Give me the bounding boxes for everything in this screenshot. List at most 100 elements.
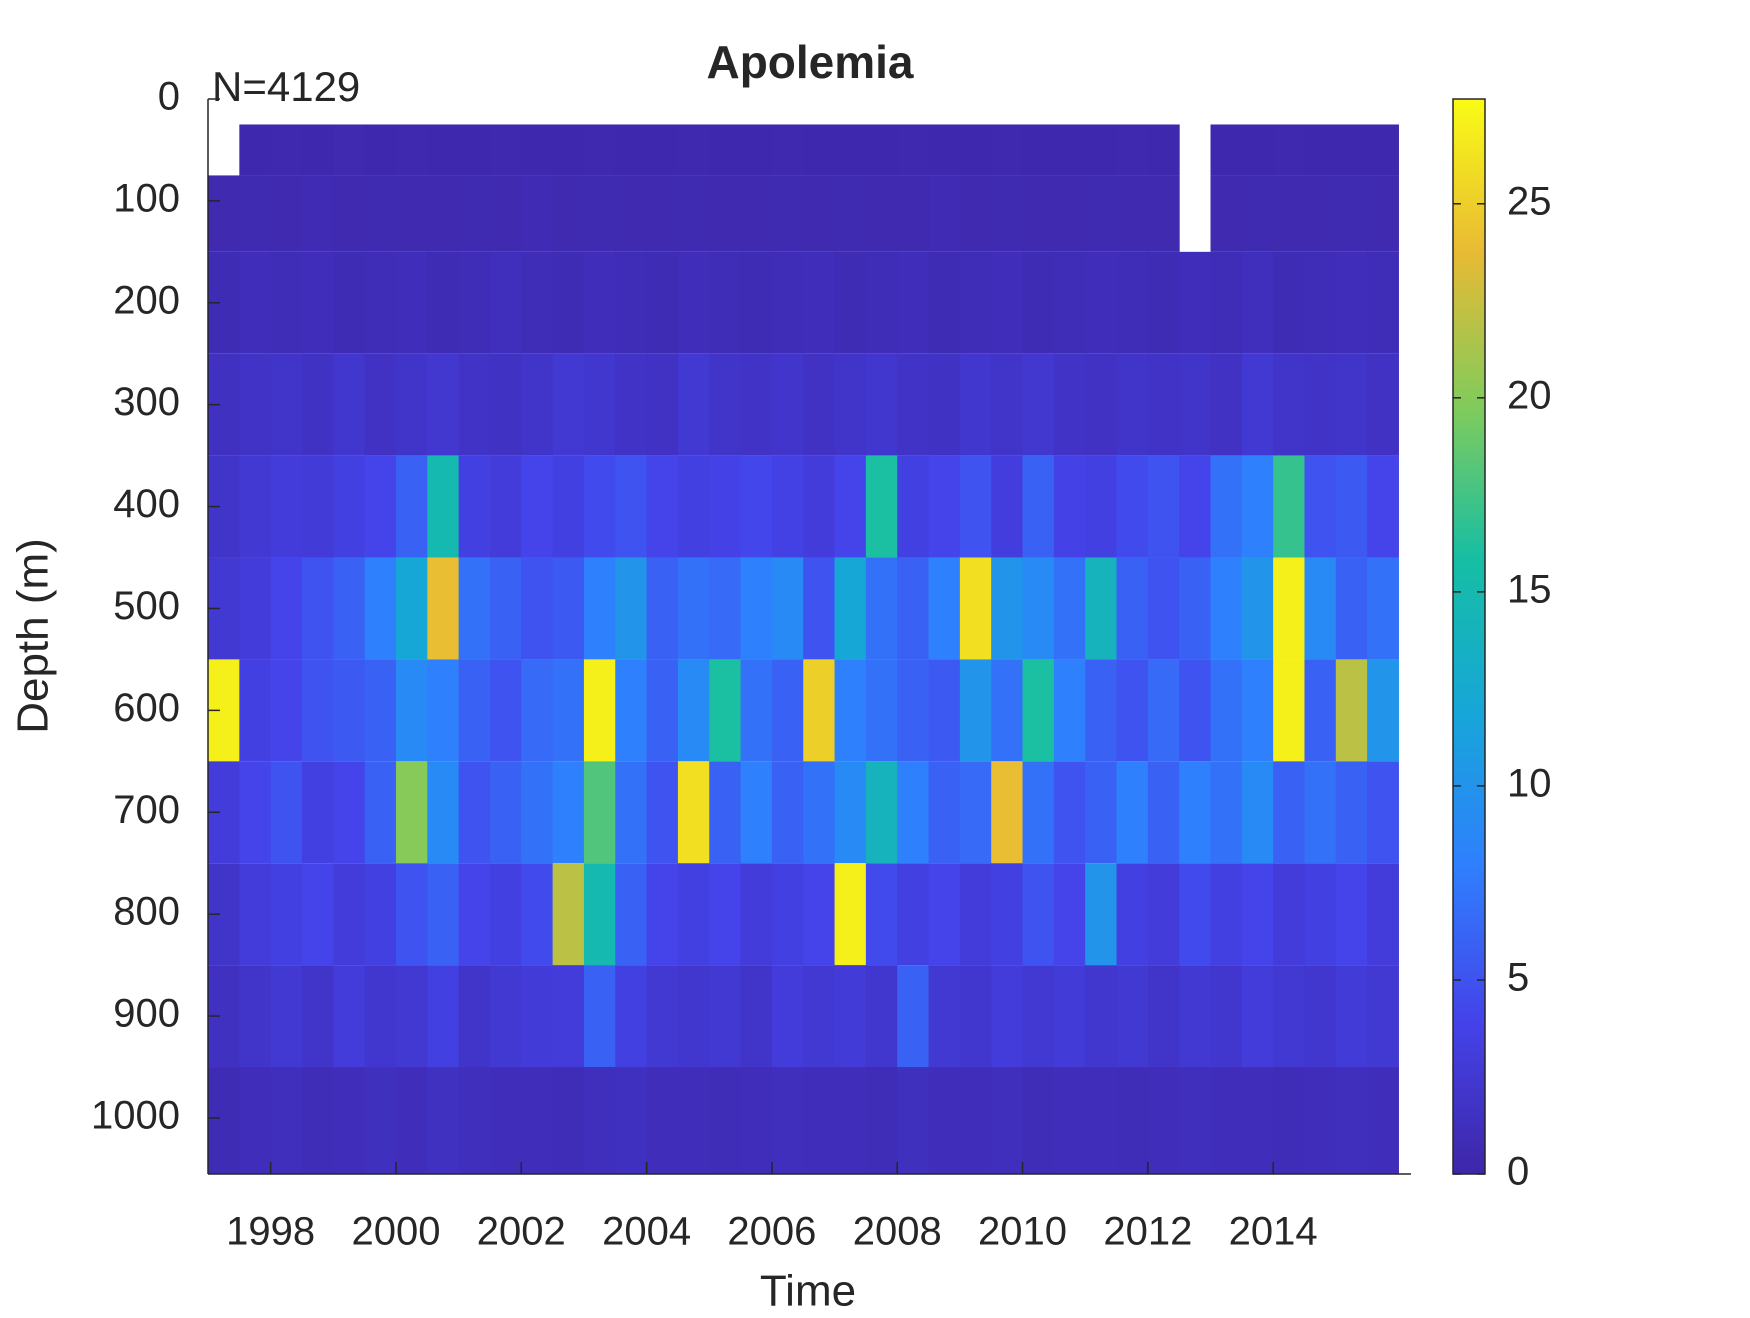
heatmap-cell bbox=[959, 124, 992, 176]
heatmap-cell bbox=[1085, 175, 1118, 252]
heatmap-cell bbox=[239, 251, 272, 354]
heatmap-cell bbox=[1210, 863, 1243, 966]
heatmap-cell bbox=[552, 659, 585, 762]
heatmap-cell bbox=[771, 863, 804, 966]
heatmap-cell bbox=[301, 761, 334, 864]
heatmap-cell bbox=[677, 124, 710, 176]
heatmap-cell bbox=[1147, 659, 1180, 762]
heatmap-cell bbox=[1116, 353, 1149, 456]
heatmap-cell bbox=[427, 124, 460, 176]
colorbar-tick-label: 20 bbox=[1507, 373, 1552, 417]
heatmap-cell bbox=[991, 251, 1024, 354]
heatmap-cell bbox=[395, 863, 428, 966]
heatmap-cell bbox=[427, 965, 460, 1068]
x-tick-label: 2010 bbox=[978, 1210, 1067, 1254]
heatmap-cell bbox=[1273, 557, 1305, 660]
heatmap-cell bbox=[1273, 863, 1305, 966]
heatmap-cell bbox=[740, 863, 773, 966]
heatmap-cell bbox=[1022, 455, 1055, 558]
heatmap-cell bbox=[1335, 175, 1368, 252]
heatmap-cell bbox=[1335, 353, 1368, 456]
heatmap-cell bbox=[709, 1067, 742, 1174]
heatmap-cell bbox=[897, 761, 930, 864]
heatmap-cell bbox=[1147, 965, 1180, 1068]
heatmap-cell bbox=[1367, 124, 1399, 176]
heatmap-cell bbox=[803, 659, 836, 762]
heatmap-cell bbox=[333, 455, 366, 558]
heatmap-cell bbox=[364, 761, 397, 864]
heatmap-cell bbox=[865, 659, 898, 762]
heatmap-cell bbox=[395, 557, 428, 660]
heatmap-cells bbox=[208, 124, 1399, 1174]
heatmap-cell bbox=[521, 251, 554, 354]
heatmap-cell bbox=[1273, 1067, 1305, 1174]
heatmap-cell bbox=[1179, 761, 1211, 864]
heatmap-cell bbox=[364, 124, 397, 176]
heatmap-cell bbox=[1085, 1067, 1118, 1174]
heatmap-cell bbox=[897, 965, 930, 1068]
heatmap-cell bbox=[1241, 863, 1274, 966]
heatmap-cell bbox=[1116, 557, 1149, 660]
heatmap-cell bbox=[301, 659, 334, 762]
heatmap-cell bbox=[991, 1067, 1024, 1174]
heatmap-cell bbox=[709, 251, 742, 354]
heatmap-cell bbox=[427, 863, 460, 966]
y-tick-label: 100 bbox=[113, 176, 180, 220]
heatmap-cell bbox=[1147, 863, 1180, 966]
heatmap-cell bbox=[301, 175, 334, 252]
heatmap-cell bbox=[489, 124, 522, 176]
heatmap-cell bbox=[1053, 965, 1086, 1068]
x-tick-label: 2008 bbox=[853, 1210, 942, 1254]
heatmap-cell bbox=[1085, 251, 1118, 354]
heatmap-cell bbox=[1210, 175, 1243, 252]
x-tick-label: 2012 bbox=[1103, 1210, 1192, 1254]
heatmap-cell bbox=[991, 124, 1024, 176]
heatmap-cell bbox=[1085, 863, 1118, 966]
heatmap-cell bbox=[489, 557, 522, 660]
heatmap-cell bbox=[771, 761, 804, 864]
heatmap-cell bbox=[1053, 455, 1086, 558]
heatmap-cell bbox=[959, 659, 992, 762]
heatmap-cell bbox=[1179, 965, 1211, 1068]
heatmap-cell bbox=[1022, 251, 1055, 354]
heatmap-cell bbox=[1367, 863, 1399, 966]
heatmap-cell bbox=[803, 124, 836, 176]
heatmap-cell bbox=[677, 455, 710, 558]
heatmap-cell bbox=[239, 1067, 272, 1174]
heatmap-cell bbox=[709, 557, 742, 660]
heatmap-cell bbox=[1335, 965, 1368, 1068]
y-tick-label: 200 bbox=[113, 278, 180, 322]
heatmap-cell bbox=[270, 557, 303, 660]
heatmap-cell bbox=[301, 251, 334, 354]
heatmap-cell bbox=[583, 353, 616, 456]
heatmap-cell bbox=[991, 863, 1024, 966]
x-tick-label: 1998 bbox=[226, 1210, 315, 1254]
heatmap-cell bbox=[552, 863, 585, 966]
heatmap-cell bbox=[364, 659, 397, 762]
heatmap-cell bbox=[865, 455, 898, 558]
heatmap-cell bbox=[489, 175, 522, 252]
heatmap-cell bbox=[1241, 455, 1274, 558]
heatmap-cell bbox=[991, 175, 1024, 252]
heatmap-cell bbox=[677, 251, 710, 354]
heatmap-cell bbox=[771, 175, 804, 252]
heatmap-cell bbox=[1053, 659, 1086, 762]
heatmap-cell bbox=[1367, 353, 1399, 456]
heatmap-cell bbox=[1367, 251, 1399, 354]
heatmap-cell bbox=[959, 557, 992, 660]
heatmap-cell bbox=[427, 251, 460, 354]
heatmap-cell bbox=[991, 965, 1024, 1068]
heatmap-cell bbox=[1116, 965, 1149, 1068]
heatmap-cell bbox=[270, 659, 303, 762]
heatmap-cell bbox=[1241, 124, 1274, 176]
heatmap-cell bbox=[646, 251, 679, 354]
heatmap-cell bbox=[897, 455, 930, 558]
heatmap-cell bbox=[928, 863, 961, 966]
heatmap-cell bbox=[552, 353, 585, 456]
heatmap-cell bbox=[427, 353, 460, 456]
heatmap-cell bbox=[333, 761, 366, 864]
heatmap-cell bbox=[740, 455, 773, 558]
heatmap-cell bbox=[521, 175, 554, 252]
heatmap-cell bbox=[646, 455, 679, 558]
